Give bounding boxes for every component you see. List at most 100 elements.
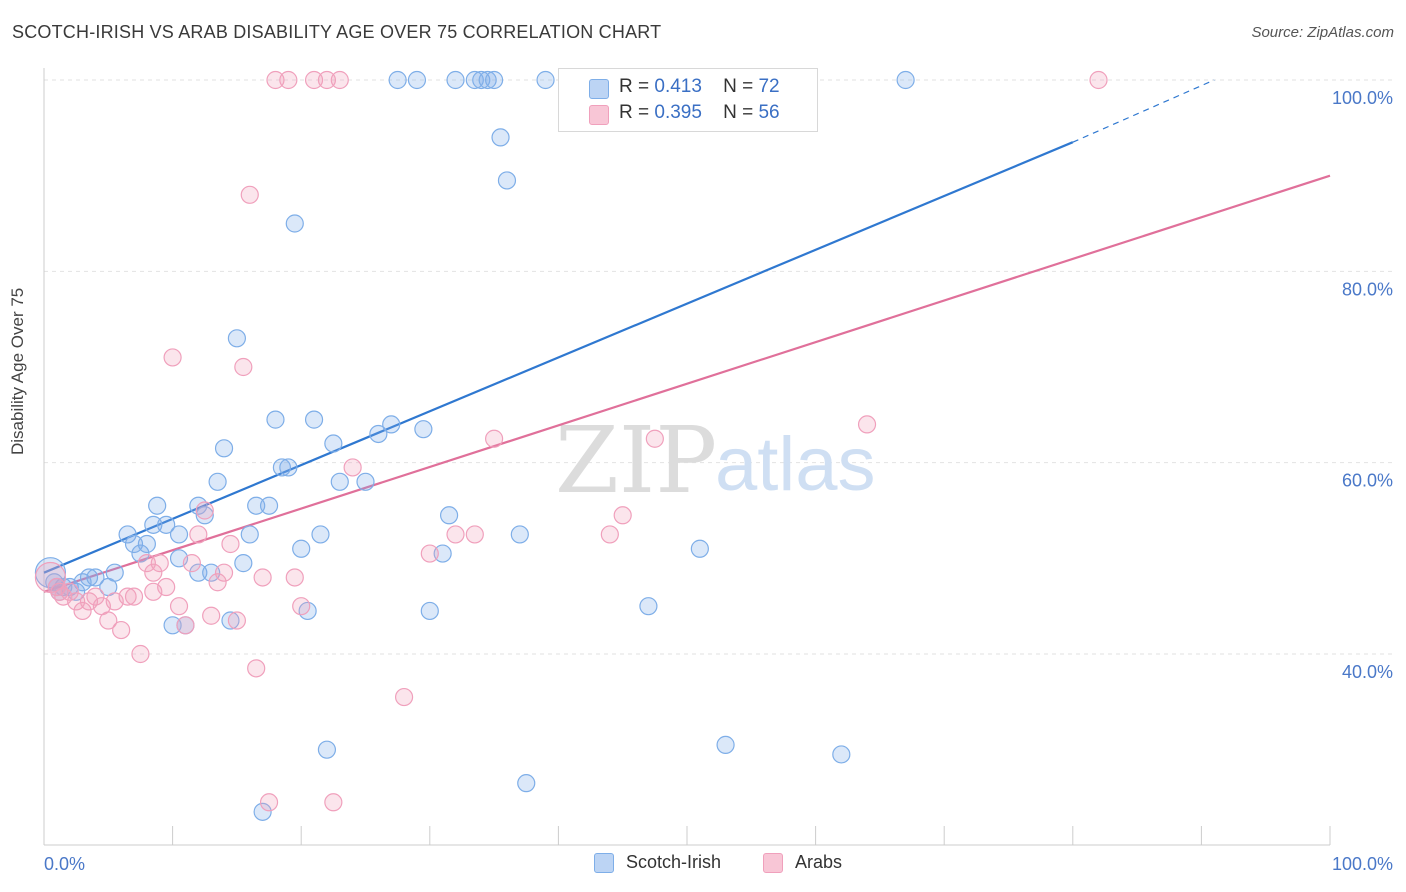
point-0-46 <box>330 472 349 491</box>
point-0-69 <box>690 539 709 558</box>
point-1-33 <box>240 185 259 204</box>
point-1-4 <box>60 582 79 601</box>
point-1-28 <box>208 573 227 592</box>
point-0-20 <box>169 525 189 544</box>
trend-line-0 <box>43 141 1074 574</box>
point-1-21 <box>163 348 182 367</box>
point-1-12 <box>112 620 131 640</box>
point-0-71 <box>832 745 851 764</box>
point-0-36 <box>266 410 285 429</box>
point-1-39 <box>285 568 304 587</box>
point-0-35 <box>259 496 279 515</box>
watermark: ZIP atlas <box>555 407 876 514</box>
watermark-zip: ZIP <box>555 407 717 514</box>
watermark-atlas: atlas <box>715 422 876 507</box>
point-1-35 <box>253 568 272 587</box>
point-0-72 <box>896 70 915 90</box>
point-0-39 <box>285 214 304 233</box>
x-tick-label-right: 100.0% <box>1332 854 1393 874</box>
trend-lines <box>43 79 1331 593</box>
point-1-34 <box>247 659 266 678</box>
point-0-27 <box>208 472 227 491</box>
point-0-64 <box>517 774 536 793</box>
point-1-41 <box>304 70 324 90</box>
y-tick-labels: 100.0% 80.0% 60.0% 40.0% <box>1332 88 1393 682</box>
point-1-40 <box>292 597 311 616</box>
trend-line-1 <box>43 174 1331 593</box>
point-0-15 <box>137 534 156 554</box>
chart-title: SCOTCH-IRISH VS ARAB DISABILITY AGE OVER… <box>12 22 662 42</box>
point-1-23 <box>176 616 195 635</box>
point-0-47 <box>356 472 375 491</box>
point-1-50 <box>485 429 504 448</box>
n-value-scotch-irish: 72 <box>758 76 780 97</box>
trend-line-extension-0 <box>1072 79 1215 143</box>
point-0-12 <box>118 525 137 544</box>
point-0-52 <box>414 420 433 439</box>
legend-item-arabs: Arabs <box>763 852 842 873</box>
point-1-8 <box>86 587 105 606</box>
point-0-60 <box>485 70 504 90</box>
point-0-56 <box>446 70 465 90</box>
point-1-29 <box>214 563 234 582</box>
point-0-70 <box>716 735 735 754</box>
point-0-19 <box>163 616 182 635</box>
point-1-44 <box>330 70 349 90</box>
legend-swatch-arabs-bottom <box>763 852 783 873</box>
point-0-28 <box>214 439 234 458</box>
point-0-42 <box>304 410 324 429</box>
point-0-26 <box>202 563 221 582</box>
legend-label-arabs: Arabs <box>795 852 843 872</box>
point-0-58 <box>472 70 491 90</box>
point-0-18 <box>157 515 176 534</box>
legend-label-scotch-irish: Scotch-Irish <box>626 852 722 872</box>
stats-legend: R = 0.413 N = 72 R = 0.395 N = 56 <box>558 68 818 132</box>
y-tick-label-0: 100.0% <box>1332 88 1393 108</box>
point-0-61 <box>491 128 510 147</box>
point-1-16 <box>137 554 156 573</box>
point-0-50 <box>388 70 407 90</box>
y-tick-label-1: 80.0% <box>1342 279 1393 299</box>
point-0-55 <box>439 506 459 525</box>
chart-source: Source: ZipAtlas.com <box>1251 24 1394 41</box>
legend-swatch-arabs <box>589 105 609 125</box>
r-value-arabs: 0.395 <box>654 102 702 123</box>
x-tick-labels: 0.0% 100.0% <box>44 854 1393 874</box>
point-1-25 <box>189 525 208 544</box>
point-1-30 <box>221 534 240 554</box>
point-1-52 <box>613 506 632 525</box>
point-1-46 <box>394 687 414 707</box>
point-1-6 <box>73 601 92 621</box>
legend-swatch-scotch-irish-bottom <box>594 852 614 873</box>
series-legend: Scotch-Irish Arabs <box>0 852 1406 878</box>
x-tick-label-left: 0.0% <box>44 854 85 874</box>
point-1-45 <box>343 458 362 477</box>
point-0-25 <box>195 506 214 525</box>
point-1-14 <box>124 587 144 606</box>
y-tick-label-3: 40.0% <box>1342 662 1393 682</box>
point-0-45 <box>324 434 343 453</box>
point-0-57 <box>465 70 484 90</box>
point-1-54 <box>857 415 877 434</box>
point-1-26 <box>195 501 214 520</box>
axes <box>43 68 1331 846</box>
point-0-63 <box>510 525 529 544</box>
point-1-55 <box>1089 70 1108 90</box>
point-1-51 <box>600 525 619 544</box>
point-1-31 <box>227 611 246 630</box>
point-0-59 <box>478 70 497 90</box>
point-0-34 <box>253 802 272 821</box>
point-1-17 <box>144 563 163 582</box>
point-1-24 <box>182 554 201 573</box>
y-tick-label-2: 60.0% <box>1342 471 1393 491</box>
point-1-15 <box>131 644 150 664</box>
point-0-16 <box>144 515 163 534</box>
point-0-68 <box>639 597 658 616</box>
point-1-20 <box>157 577 176 597</box>
point-0-29 <box>221 611 240 630</box>
point-0-13 <box>124 534 144 554</box>
point-1-10 <box>99 611 118 630</box>
point-0-14 <box>131 544 150 563</box>
point-1-27 <box>202 606 221 625</box>
